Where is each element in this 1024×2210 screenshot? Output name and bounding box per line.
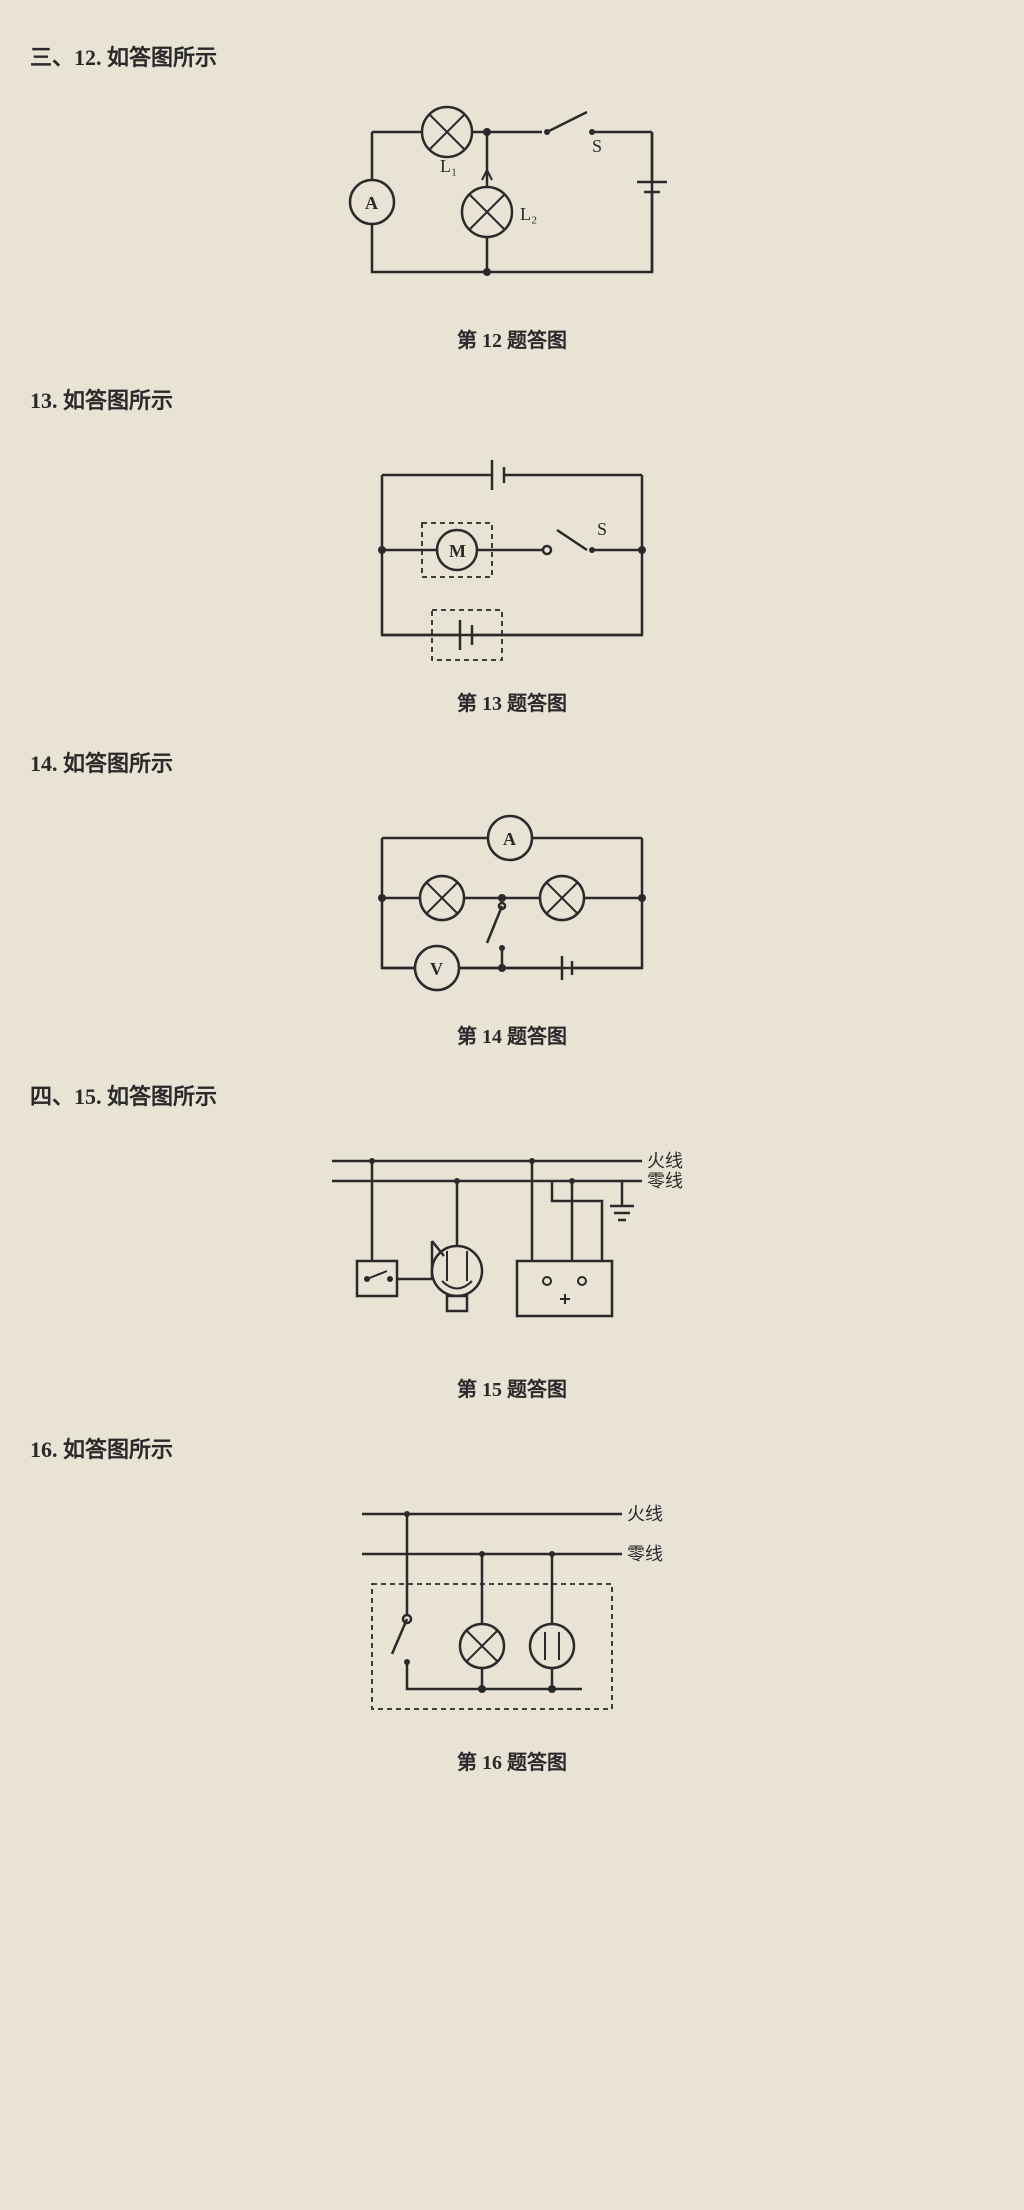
diagram-12: L₁ S A L₂ 第 12 题答图 bbox=[30, 92, 994, 353]
label-neutral16: 零线 bbox=[627, 1544, 663, 1564]
circuit-12-svg: L₁ S A L₂ bbox=[332, 92, 692, 312]
label-S13: S bbox=[597, 519, 607, 539]
diagram-14: A V bbox=[30, 798, 994, 1049]
caption-15: 第 15 题答图 bbox=[30, 1373, 994, 1402]
question-15-text: 四、15. 如答图所示 bbox=[30, 1079, 994, 1111]
diagram-15: 火线 零线 bbox=[30, 1131, 994, 1402]
q13-text: 如答图所示 bbox=[63, 388, 173, 413]
question-15: 四、15. 如答图所示 火线 零线 bbox=[30, 1079, 994, 1402]
caption-14: 第 14 题答图 bbox=[30, 1020, 994, 1049]
question-12: 三、12. 如答图所示 L₁ S A bbox=[30, 40, 994, 353]
label-L2: L₂ bbox=[520, 204, 537, 224]
label-A: A bbox=[365, 193, 378, 213]
caption-12: 第 12 题答图 bbox=[30, 324, 994, 353]
diagram-13: M S 第 13 题答图 bbox=[30, 435, 994, 716]
q13-prefix: 13. bbox=[30, 388, 58, 413]
q14-text: 如答图所示 bbox=[63, 751, 173, 776]
q15-prefix: 四、15. bbox=[30, 1084, 102, 1109]
question-13-text: 13. 如答图所示 bbox=[30, 383, 994, 415]
label-M: M bbox=[449, 541, 466, 561]
q12-text: 如答图所示 bbox=[107, 45, 217, 70]
circuit-16-svg: 火线 零线 bbox=[332, 1484, 692, 1734]
label-neutral15: 零线 bbox=[647, 1171, 683, 1191]
circuit-15-svg: 火线 零线 bbox=[312, 1131, 712, 1361]
label-V14: V bbox=[430, 959, 443, 979]
label-live16: 火线 bbox=[627, 1504, 663, 1524]
circuit-14-svg: A V bbox=[342, 798, 682, 1008]
label-S: S bbox=[592, 136, 602, 156]
circuit-13-svg: M S bbox=[342, 435, 682, 675]
question-13: 13. 如答图所示 M S bbox=[30, 383, 994, 716]
question-12-text: 三、12. 如答图所示 bbox=[30, 40, 994, 72]
q16-prefix: 16. bbox=[30, 1437, 58, 1462]
question-16-text: 16. 如答图所示 bbox=[30, 1432, 994, 1464]
label-A14: A bbox=[503, 829, 516, 849]
caption-16: 第 16 题答图 bbox=[30, 1746, 994, 1775]
q15-text: 如答图所示 bbox=[107, 1084, 217, 1109]
question-14-text: 14. 如答图所示 bbox=[30, 746, 994, 778]
caption-13: 第 13 题答图 bbox=[30, 687, 994, 716]
question-14: 14. 如答图所示 A bbox=[30, 746, 994, 1049]
label-L1: L₁ bbox=[440, 156, 457, 176]
question-16: 16. 如答图所示 火线 零线 bbox=[30, 1432, 994, 1775]
diagram-16: 火线 零线 bbox=[30, 1484, 994, 1775]
q12-prefix: 三、12. bbox=[30, 45, 102, 70]
q16-text: 如答图所示 bbox=[63, 1437, 173, 1462]
label-live15: 火线 bbox=[647, 1151, 683, 1171]
q14-prefix: 14. bbox=[30, 751, 58, 776]
